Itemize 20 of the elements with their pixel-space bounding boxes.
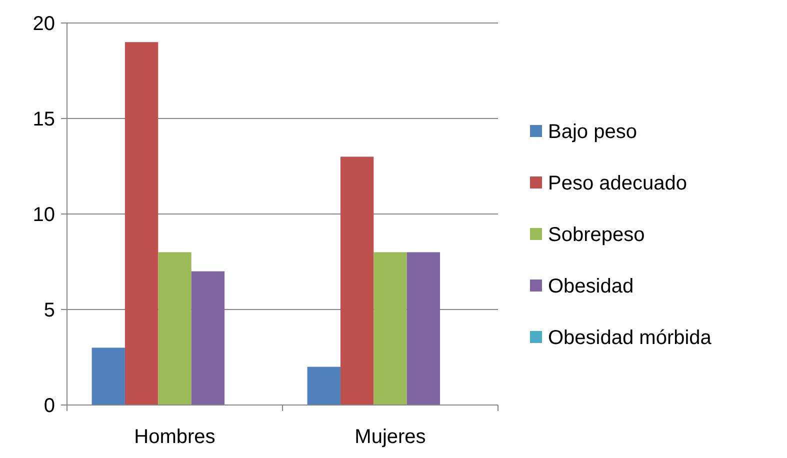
x-tick-label: Mujeres xyxy=(354,426,426,448)
legend-label: Obesidad xyxy=(548,276,634,298)
legend-label: Obesidad mórbida xyxy=(548,327,712,349)
bar xyxy=(92,348,125,405)
legend-label: Sobrepeso xyxy=(548,224,645,246)
y-tick-label: 0 xyxy=(44,395,55,417)
y-tick-label: 5 xyxy=(44,300,55,322)
y-tick-label: 15 xyxy=(32,108,55,130)
bar xyxy=(158,252,192,405)
bar xyxy=(124,42,158,405)
x-tick-label: Hombres xyxy=(134,426,216,448)
legend-label: Bajo peso xyxy=(548,121,637,143)
bar xyxy=(406,252,440,405)
legend-label: Peso adecuado xyxy=(548,172,688,194)
bar xyxy=(374,252,407,405)
bar xyxy=(340,156,374,405)
y-tick-label: 20 xyxy=(32,13,55,35)
y-tick-label: 10 xyxy=(32,204,55,226)
bar xyxy=(191,271,225,405)
bar xyxy=(307,366,340,405)
